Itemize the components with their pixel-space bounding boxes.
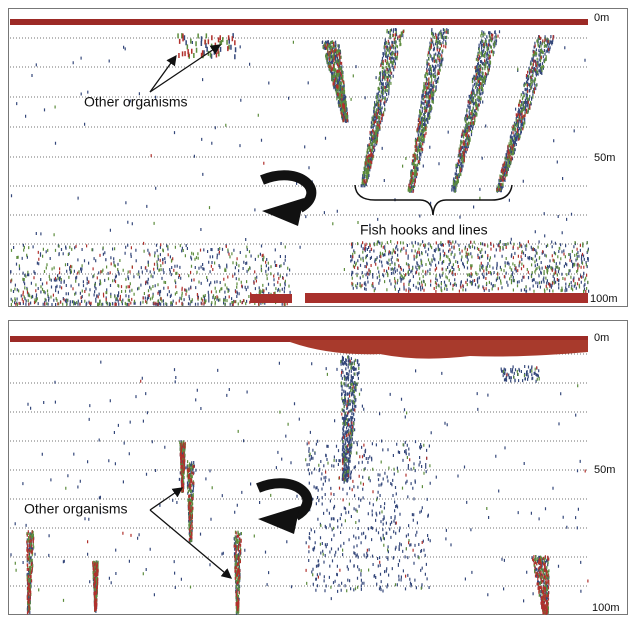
curved-arrow: [258, 483, 307, 516]
curved-arrow-head: [258, 506, 300, 534]
annotation: Other organisms: [24, 501, 127, 517]
bottom-band: [250, 294, 292, 303]
echo-speckle: [87, 380, 589, 583]
depth-label: 0m: [594, 332, 609, 344]
curved-arrow: [262, 175, 311, 208]
depth-label: 50m: [594, 152, 615, 164]
echo-speckle: [11, 244, 290, 306]
echo-speckle: [350, 240, 589, 293]
echo-speckle: [10, 243, 289, 306]
depth-label: 0m: [594, 12, 609, 24]
echo-speckle: [10, 40, 586, 292]
echogram-figure: 0m 50m 100m Other organisms Fish hooks a…: [0, 0, 629, 617]
surface-band: [10, 19, 588, 25]
annotation: Other organisms: [84, 94, 187, 110]
curved-arrow-head: [262, 198, 304, 226]
brace: [355, 185, 512, 215]
surface-echo: [290, 340, 588, 359]
pointer-arrow: [150, 56, 176, 92]
annotation: Fish hooks and lines: [360, 222, 488, 238]
depth-label: 100m: [590, 293, 618, 305]
depth-label: 50m: [594, 464, 615, 476]
depth-label: 100m: [592, 602, 620, 614]
bottom-band: [305, 293, 588, 303]
